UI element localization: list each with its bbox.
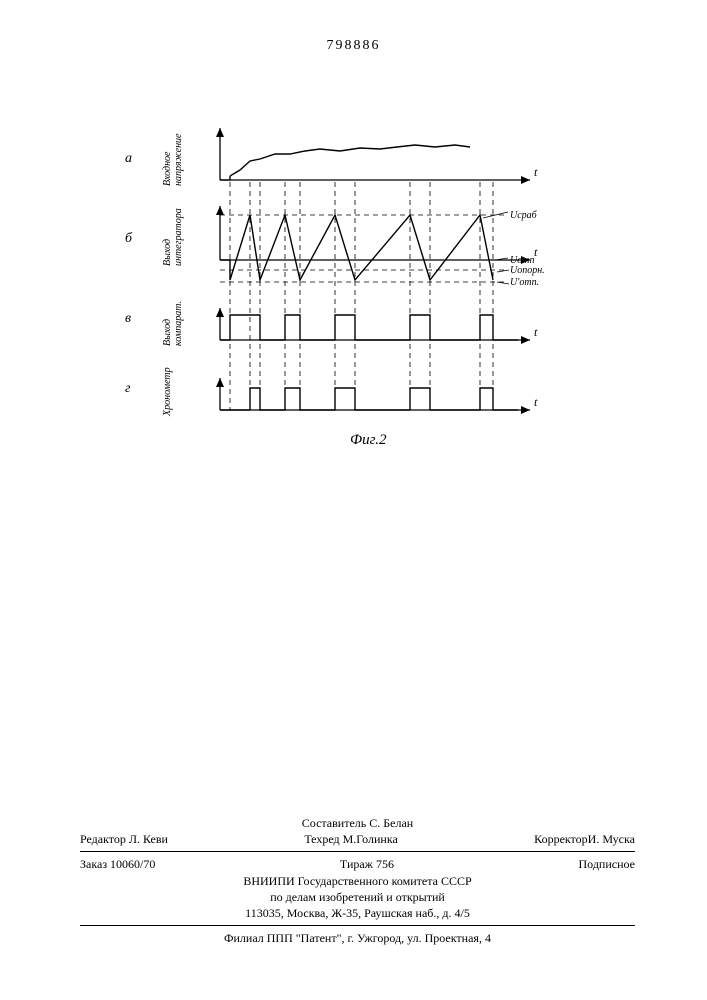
- editor: Редактор Л. Кеви: [80, 831, 168, 847]
- svg-text:Хронометр: Хронометр: [162, 367, 173, 417]
- subscription: Подписное: [579, 856, 636, 872]
- svg-text:t: t: [534, 325, 538, 339]
- svg-text:напряжение: напряжение: [173, 133, 184, 186]
- figure-caption: Фиг.2: [350, 432, 386, 449]
- tech-editor: Техред М.Голинка: [304, 831, 398, 847]
- circulation: Тираж 756: [340, 856, 394, 872]
- svg-text:Входное: Входное: [162, 151, 173, 186]
- address-line: 113035, Москва, Ж-35, Раушская наб., д. …: [80, 905, 635, 921]
- corrector: КорректорИ. Муска: [534, 831, 635, 847]
- svg-text:t: t: [534, 245, 538, 259]
- figure-svg: аВходноенапряжениеtбВыходинтегратораtUср…: [115, 110, 545, 430]
- org-line-2: по делам изобретений и открытий: [80, 889, 635, 905]
- svg-text:Выход: Выход: [162, 239, 173, 266]
- svg-text:Uсраб: Uсраб: [510, 210, 538, 221]
- svg-text:t: t: [534, 395, 538, 409]
- order-row: Заказ 10060/70 Тираж 756 Подписное: [80, 856, 635, 872]
- svg-text:г: г: [125, 381, 131, 396]
- svg-text:б: б: [125, 231, 133, 246]
- svg-text:интегратора: интегратора: [173, 208, 184, 266]
- svg-text:t: t: [534, 165, 538, 179]
- org-line-1: ВНИИПИ Государственного комитета СССР: [80, 873, 635, 889]
- svg-text:в: в: [125, 311, 131, 326]
- divider-2: [80, 925, 635, 926]
- svg-text:Выход: Выход: [162, 319, 173, 346]
- page-number: 798886: [0, 38, 707, 54]
- svg-text:компарат.: компарат.: [173, 301, 184, 346]
- editors-row: Редактор Л. Кеви Техред М.Голинка Коррек…: [80, 831, 635, 847]
- timing-diagram-figure: аВходноенапряжениеtбВыходинтегратораtUср…: [115, 110, 545, 435]
- composer-line: Составитель С. Белан: [80, 815, 635, 831]
- svg-text:U'отп.: U'отп.: [510, 277, 539, 288]
- svg-text:Uопорн.: Uопорн.: [510, 265, 545, 276]
- order-number: Заказ 10060/70: [80, 856, 155, 872]
- svg-text:а: а: [125, 151, 132, 166]
- imprint-footer: Составитель С. Белан Редактор Л. Кеви Те…: [80, 815, 635, 946]
- branch-line: Филиал ППП "Патент", г. Ужгород, ул. Про…: [80, 930, 635, 946]
- divider-1: [80, 851, 635, 852]
